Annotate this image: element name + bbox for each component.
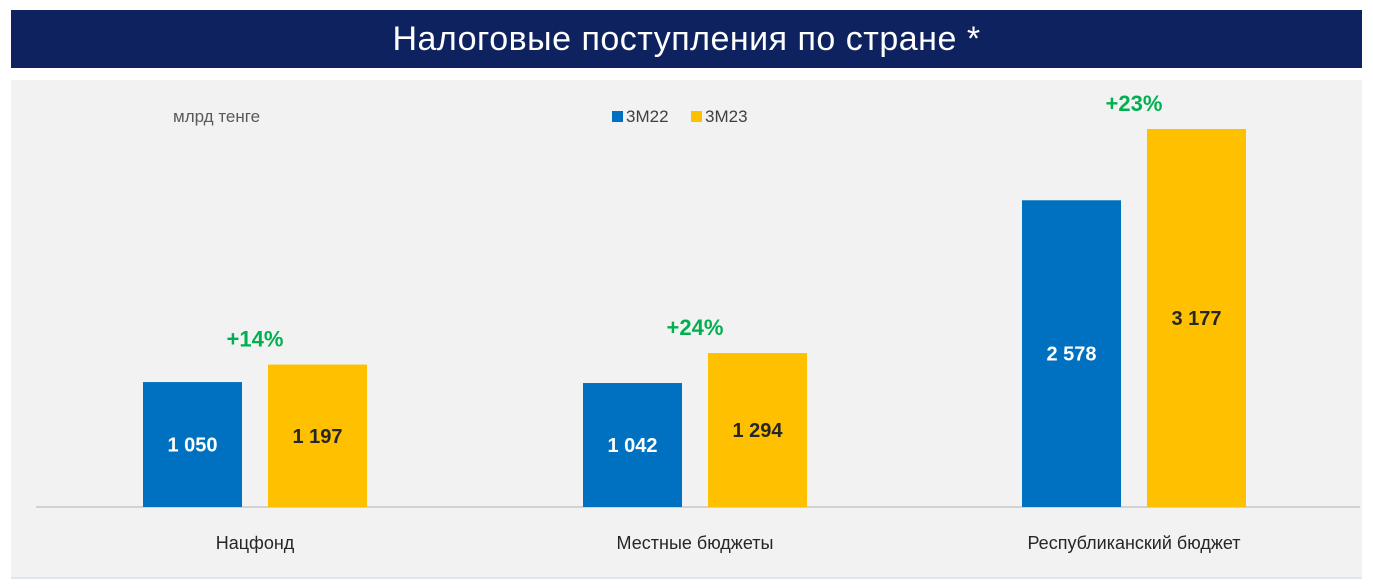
growth-label: +23% (1106, 91, 1163, 116)
panel-bottom-border (11, 577, 1362, 579)
data-label: 1 197 (292, 426, 342, 448)
category-label: Местные бюджеты (617, 533, 774, 553)
bar (143, 382, 242, 507)
chart-title: Налоговые поступления по стране * (392, 19, 981, 58)
growth-label: +24% (667, 315, 724, 340)
legend-swatch (612, 111, 623, 122)
bar (583, 383, 682, 507)
unit-label: млрд тенге (173, 107, 260, 126)
title-bar: Налоговые поступления по стране * (11, 10, 1362, 68)
category-label: Нацфонд (216, 533, 295, 553)
data-label: 3 177 (1171, 308, 1221, 330)
legend-label: 3М23 (705, 107, 748, 126)
legend-swatch (691, 111, 702, 122)
data-label: 2 578 (1046, 344, 1096, 366)
category-label: Республиканский бюджет (1027, 533, 1240, 553)
bar (1022, 200, 1121, 508)
bar (268, 364, 367, 507)
legend: 3М22 3М23 (612, 107, 748, 126)
legend-label: 3М22 (626, 107, 669, 126)
bar (708, 353, 807, 507)
data-label: 1 050 (167, 435, 217, 457)
bar (1147, 129, 1246, 507)
growth-label: +14% (227, 327, 284, 352)
data-label: 1 042 (607, 435, 657, 457)
data-label: 1 294 (732, 420, 783, 442)
bars-group: 1 050 1 197 +14% Нацфонд 1 042 1 294 +24% Местн… (143, 91, 1246, 553)
